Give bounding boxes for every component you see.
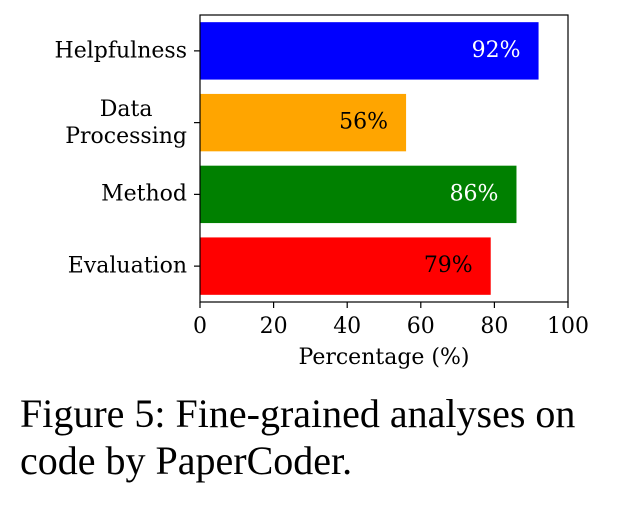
caption: Figure 5: Fine-grained analyses on code … <box>20 391 576 483</box>
y-tick-label: Evaluation <box>67 253 187 279</box>
x-tick-label: 100 <box>547 314 589 339</box>
x-tick-label: 80 <box>480 314 508 339</box>
value-label: 79% <box>424 253 473 278</box>
x-axis-label: Percentage (%) <box>299 345 470 370</box>
chart: Percentage (%) 0 20 40 60 80 100 92% 56% 86% 79% <box>193 14 589 370</box>
bar <box>200 93 407 152</box>
x-tick-label: 40 <box>333 314 361 339</box>
value-label: 92% <box>472 38 521 63</box>
value-label: 56% <box>339 110 388 135</box>
value-label: 86% <box>450 181 499 206</box>
y-tick-label: Data Processing <box>65 96 187 149</box>
bar <box>200 237 491 295</box>
x-tick-label: 0 <box>193 314 207 339</box>
x-tick-label: 20 <box>260 314 288 339</box>
bar <box>200 22 539 80</box>
y-tick-label: Method <box>101 181 187 207</box>
bar <box>200 165 517 224</box>
x-tick-label: 60 <box>407 314 435 339</box>
plot-frame <box>199 14 569 303</box>
y-tick-label: Helpfulness <box>54 38 187 64</box>
